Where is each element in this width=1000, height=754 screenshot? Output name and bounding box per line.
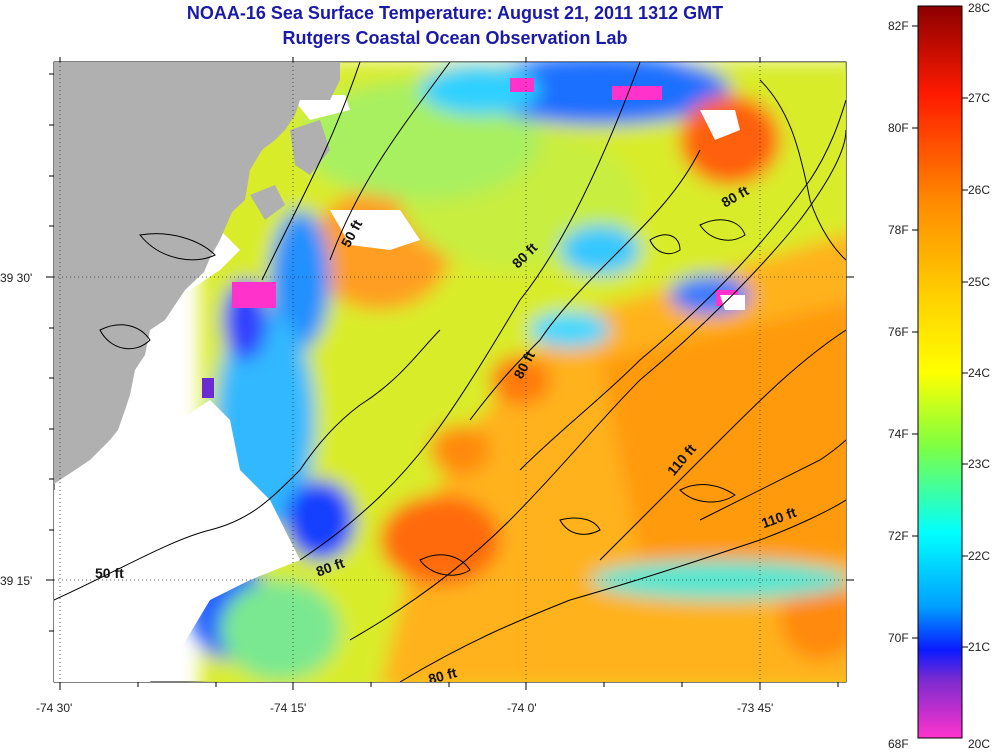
colorbar-c-label: 23C: [968, 457, 990, 471]
colorbar-f-label: 76F: [888, 325, 909, 339]
colorbar-c-label: 22C: [968, 549, 990, 563]
colorbar-f-label: 70F: [888, 631, 909, 645]
colorbar-c-label: 24C: [968, 366, 990, 380]
contour-label: 50 ft: [95, 565, 124, 581]
x-tick-label: -73 45': [737, 701, 773, 715]
colorbar-f-label: 74F: [888, 427, 909, 441]
y-tick-label: 39 15': [0, 574, 32, 588]
colorbar-f-label: 80F: [888, 121, 909, 135]
bathymetry-contours: [54, 62, 846, 682]
colorbar-f-label: 82F: [888, 19, 909, 33]
colorbar-f-label: 72F: [888, 529, 909, 543]
x-tick-label: -74 0': [507, 701, 537, 715]
sst-field: [190, 62, 846, 682]
colorbar-c-label: 20C: [968, 737, 990, 751]
map-subtitle: Rutgers Coastal Ocean Observation Lab: [282, 28, 628, 48]
frame-ticks: [46, 57, 854, 690]
graticule: [54, 62, 846, 682]
y-tick-label: 39 30': [0, 271, 32, 285]
colorbar-c-label: 25C: [968, 275, 990, 289]
x-tick-label: -74 30': [36, 701, 72, 715]
land-area: [54, 62, 340, 484]
colorbar-f-label: 78F: [888, 223, 909, 237]
colorbar-c-label: 26C: [968, 183, 990, 197]
colorbar-ticks: [912, 25, 968, 648]
colorbar-c-label: 21C: [968, 640, 990, 654]
map-title: NOAA-16 Sea Surface Temperature: August …: [186, 3, 724, 23]
x-tick-label: -74 15': [270, 701, 306, 715]
contour-label: 80 ft: [427, 664, 459, 687]
colorbar: [917, 5, 963, 739]
colorbar-c-label: 27C: [968, 91, 990, 105]
colorbar-c-label: 28C: [968, 1, 990, 15]
colorbar-f-label: 68F: [888, 737, 909, 751]
